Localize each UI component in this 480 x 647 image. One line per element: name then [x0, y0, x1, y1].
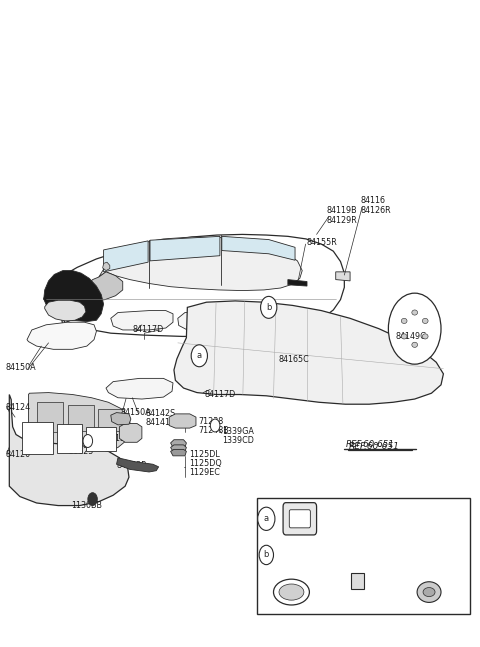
Polygon shape	[22, 422, 53, 454]
Polygon shape	[336, 272, 350, 281]
Text: 84151N: 84151N	[105, 434, 136, 443]
Polygon shape	[169, 414, 196, 428]
Circle shape	[64, 301, 95, 342]
Polygon shape	[98, 409, 124, 431]
Text: 84149G: 84149G	[396, 332, 427, 341]
Text: 84150A: 84150A	[120, 408, 151, 417]
Ellipse shape	[235, 376, 243, 384]
Text: 71248B: 71248B	[198, 426, 228, 435]
FancyBboxPatch shape	[289, 510, 311, 528]
Polygon shape	[178, 311, 246, 330]
Text: 50625: 50625	[69, 447, 94, 456]
Polygon shape	[106, 378, 173, 399]
Ellipse shape	[401, 318, 407, 324]
Text: 1130BB: 1130BB	[72, 501, 103, 510]
Circle shape	[71, 310, 88, 333]
Text: b: b	[264, 551, 269, 560]
Polygon shape	[288, 280, 307, 286]
Text: 84117D: 84117D	[204, 390, 235, 399]
Polygon shape	[27, 322, 96, 349]
Polygon shape	[178, 370, 250, 391]
Circle shape	[210, 419, 220, 432]
Text: REF.60-651: REF.60-651	[345, 441, 394, 450]
Ellipse shape	[412, 310, 418, 315]
Circle shape	[88, 492, 97, 505]
Text: 85746: 85746	[277, 551, 302, 560]
Ellipse shape	[53, 329, 72, 344]
Polygon shape	[174, 301, 444, 404]
Circle shape	[259, 545, 274, 565]
FancyBboxPatch shape	[257, 498, 470, 614]
Text: 1125DQ: 1125DQ	[189, 459, 222, 468]
Text: a: a	[264, 514, 269, 523]
Polygon shape	[86, 427, 116, 452]
Polygon shape	[44, 270, 104, 322]
Text: 1125DL: 1125DL	[189, 450, 219, 459]
Polygon shape	[9, 395, 129, 505]
Text: 84133C: 84133C	[337, 507, 368, 516]
Polygon shape	[84, 272, 123, 301]
Ellipse shape	[132, 382, 147, 394]
Polygon shape	[103, 262, 110, 270]
Polygon shape	[170, 445, 186, 452]
Text: 84119B: 84119B	[326, 206, 357, 215]
Circle shape	[83, 435, 93, 448]
FancyBboxPatch shape	[283, 503, 317, 535]
Circle shape	[191, 345, 207, 367]
Ellipse shape	[279, 584, 304, 600]
Text: 84120: 84120	[5, 450, 31, 459]
Polygon shape	[150, 236, 220, 261]
Text: 84142S: 84142S	[145, 410, 176, 419]
Text: b: b	[266, 303, 271, 312]
Text: 1129EC: 1129EC	[189, 468, 220, 477]
Polygon shape	[36, 402, 63, 432]
Circle shape	[262, 285, 280, 310]
Text: REF.60-651: REF.60-651	[349, 442, 400, 451]
Circle shape	[261, 296, 277, 318]
Text: 1125KO: 1125KO	[332, 551, 363, 560]
Text: 84117D: 84117D	[132, 325, 164, 334]
Polygon shape	[45, 300, 86, 321]
Ellipse shape	[274, 579, 310, 605]
Text: 71238: 71238	[198, 417, 223, 426]
Text: 84124: 84124	[5, 403, 31, 412]
Polygon shape	[111, 311, 173, 330]
Text: 84129R: 84129R	[326, 215, 357, 225]
Polygon shape	[68, 405, 94, 431]
Text: 1076AM: 1076AM	[394, 551, 427, 560]
Text: 84165C: 84165C	[278, 355, 309, 364]
Ellipse shape	[401, 334, 407, 339]
Text: 84141K: 84141K	[145, 419, 175, 428]
Polygon shape	[99, 237, 302, 291]
Polygon shape	[170, 440, 186, 448]
Polygon shape	[111, 413, 131, 425]
Polygon shape	[120, 424, 142, 443]
Text: 84126R: 84126R	[360, 206, 391, 215]
Ellipse shape	[230, 316, 239, 324]
Circle shape	[388, 293, 441, 364]
Text: 1339GA: 1339GA	[222, 427, 254, 436]
FancyBboxPatch shape	[350, 573, 364, 589]
Text: 84116: 84116	[360, 196, 385, 205]
Polygon shape	[170, 450, 186, 456]
Text: 84155R: 84155R	[306, 238, 337, 247]
Polygon shape	[44, 234, 344, 336]
Ellipse shape	[422, 318, 428, 324]
Ellipse shape	[422, 334, 428, 339]
Ellipse shape	[412, 342, 418, 347]
Polygon shape	[117, 458, 158, 472]
Ellipse shape	[423, 587, 435, 597]
Text: a: a	[197, 351, 202, 360]
Text: 84150A: 84150A	[5, 363, 36, 372]
Circle shape	[258, 507, 275, 531]
Polygon shape	[28, 393, 131, 456]
Ellipse shape	[417, 582, 441, 602]
Polygon shape	[57, 424, 82, 453]
Polygon shape	[104, 241, 148, 272]
Text: 1339CD: 1339CD	[222, 436, 254, 445]
Text: 84145F: 84145F	[337, 517, 367, 526]
Text: 84152P: 84152P	[117, 461, 146, 470]
Polygon shape	[222, 236, 295, 260]
Circle shape	[255, 276, 288, 320]
